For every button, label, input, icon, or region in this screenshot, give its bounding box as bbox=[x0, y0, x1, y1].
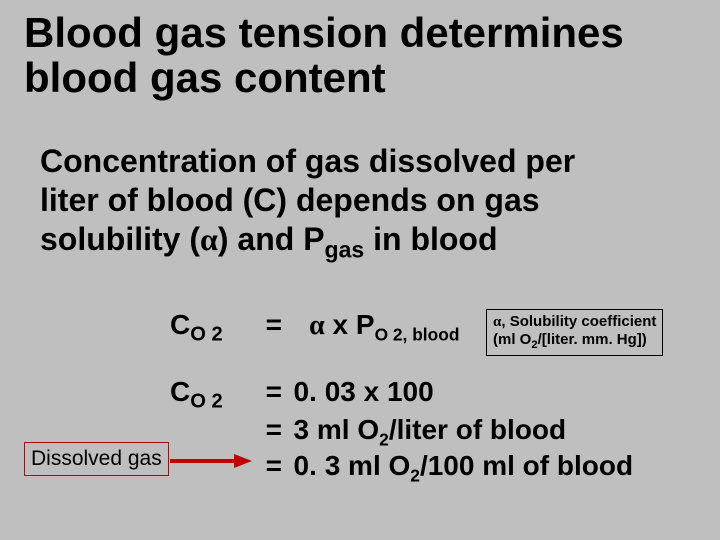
equation-row-3: = 3 ml O2/liter of blood bbox=[170, 415, 633, 449]
eq2-c-sub: O 2 bbox=[190, 391, 223, 413]
arrow-icon bbox=[170, 454, 254, 468]
body-line-3b: ) and P bbox=[218, 221, 325, 257]
title-line-1: Blood gas tension determines bbox=[24, 9, 624, 56]
coeff-line2a: (ml O bbox=[493, 331, 531, 348]
eq4-b: /100 ml of blood bbox=[420, 450, 633, 481]
eq2-c: C bbox=[170, 376, 190, 407]
eq1-c-sub: O 2 bbox=[190, 324, 223, 346]
slide-title: Blood gas tension determines blood gas c… bbox=[24, 10, 624, 101]
eq4-sub: 2 bbox=[410, 465, 420, 485]
body-line-1: Concentration of gas dissolved per bbox=[40, 143, 575, 179]
slide: Blood gas tension determines blood gas c… bbox=[0, 0, 720, 540]
body-line-3c: in blood bbox=[364, 221, 497, 257]
eq1-x: x P bbox=[325, 309, 375, 340]
eq3-sub: 2 bbox=[379, 429, 389, 449]
eq2-rhs: 0. 03 x 100 bbox=[286, 376, 434, 407]
eq2-equals: = bbox=[262, 377, 286, 406]
eq4-equals: = bbox=[262, 451, 286, 480]
eq1-p-sub: O 2, blood bbox=[375, 325, 460, 345]
solubility-coefficient-box: α, Solubility coefficient (ml O2/[liter.… bbox=[486, 309, 663, 356]
body-line-3a: solubility ( bbox=[40, 221, 200, 257]
eq1-equals: = bbox=[262, 310, 286, 339]
dissolved-gas-label: Dissolved gas bbox=[31, 447, 162, 470]
eq3-equals: = bbox=[262, 415, 286, 444]
coeff-text: Solubility coefficient bbox=[506, 313, 657, 330]
eq1-c: C bbox=[170, 309, 190, 340]
title-line-2: blood gas content bbox=[24, 54, 386, 101]
arrow-head bbox=[234, 454, 252, 468]
alpha-symbol: α bbox=[200, 221, 218, 257]
eq1-alpha: α bbox=[309, 310, 325, 341]
dissolved-gas-box: Dissolved gas bbox=[24, 442, 169, 476]
eq3-b: /liter of blood bbox=[389, 414, 566, 445]
body-line-2: liter of blood (C) depends on gas bbox=[40, 182, 540, 218]
equation-row-2: CO 2 = 0. 03 x 100 bbox=[170, 377, 633, 413]
body-paragraph: Concentration of gas dissolved per liter… bbox=[40, 142, 680, 264]
arrow-line bbox=[170, 459, 238, 463]
eq4-a: 0. 3 ml O bbox=[286, 450, 411, 481]
p-gas-subscript: gas bbox=[325, 236, 365, 262]
coeff-line2b: /[liter. mm. Hg]) bbox=[538, 331, 647, 348]
eq3-a: 3 ml O bbox=[286, 414, 379, 445]
